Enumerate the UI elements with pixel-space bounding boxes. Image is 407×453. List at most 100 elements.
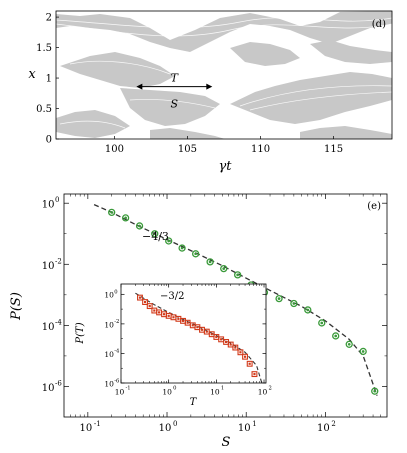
panel-d-x-tick-label: 115 <box>324 144 343 155</box>
inset-data-point-core <box>234 346 237 349</box>
inset-data-point-core <box>225 340 228 344</box>
panel-e-data-point <box>206 258 214 266</box>
inset-y-tick-base: 10 <box>104 350 114 359</box>
panel-d-y-axis-label: x <box>28 67 36 82</box>
inset-data-point <box>137 294 143 301</box>
inset-data-point-core <box>220 338 223 341</box>
inset-x-tick-base: 10 <box>210 388 220 397</box>
panel-e-data-point <box>151 230 159 238</box>
region-mid-right <box>310 40 392 64</box>
inset-data-point-core <box>153 309 156 312</box>
panel-e-y-axis-label: P(S) <box>9 292 24 321</box>
panel-d-y-ticks: 0 0.5 1 1.5 2 <box>36 13 59 146</box>
panel-d-frame <box>55 10 393 140</box>
panel-e-data-point-core <box>153 232 157 236</box>
inset-data-point-core <box>138 296 142 299</box>
inset-data-point-core <box>196 326 199 329</box>
inset-x-ticks: 10 -1 10 0 10 1 10 2 <box>115 284 272 397</box>
panel-e-data-point-core <box>180 246 184 250</box>
panel-e-data-point <box>178 244 186 252</box>
panel-e-data-point-core <box>347 342 351 346</box>
inset-data-point-core <box>229 343 232 346</box>
panel-d-x-tick-label: 110 <box>251 144 270 155</box>
panel-e-y-tick-base: 10 <box>42 322 55 333</box>
panel-e-data-points <box>108 208 379 395</box>
inset-data-point-core <box>215 335 218 339</box>
panel-e-data-point-core <box>292 302 296 305</box>
panel-e-x-ticks: 10 -1 10 0 10 1 10 2 <box>70 194 381 434</box>
inset-y-tick-exp: -4 <box>114 349 120 355</box>
region-lower-left <box>56 110 130 138</box>
inset-frame <box>120 283 267 384</box>
inset-data-point-core <box>172 316 175 319</box>
panel-d-x-ticks: 100 105 110 115 <box>105 136 343 155</box>
inset-data-point-core <box>144 300 147 304</box>
panel-e-data-point-core <box>306 308 310 312</box>
inset-fit-line <box>135 292 263 384</box>
panel-d-x-tick-label: 100 <box>105 144 124 155</box>
inset-y-tick-base: 10 <box>104 320 114 329</box>
inset-x-tick-exp: 1 <box>221 386 224 392</box>
inset-x-tick-exp: 0 <box>173 386 176 392</box>
panel-e-data-point <box>304 306 312 314</box>
panel-e-y-tick-exp: -2 <box>55 257 62 265</box>
panel-e-data-point-core <box>110 211 114 214</box>
inset-data-point-core <box>200 328 204 331</box>
inset-data-point-core <box>186 321 189 324</box>
panel-e-data-point <box>290 299 298 308</box>
panel-e-x-tick-base: 10 <box>317 423 330 434</box>
inset-data-point <box>242 353 249 360</box>
inset-data-point-core <box>243 355 247 358</box>
panel-e-data-point <box>220 264 228 273</box>
panel-e-data-point <box>108 208 116 217</box>
panel-e-data-point-core <box>334 334 338 338</box>
duration-arrow <box>136 83 213 90</box>
arrow-head-right <box>206 83 213 90</box>
panel-d-y-tick-label: 0 <box>46 135 52 146</box>
inset-data-point-core <box>181 319 185 322</box>
inset-data-point-core <box>158 311 161 314</box>
inset-data-points <box>137 294 258 378</box>
panel-e-data-point-core <box>277 297 281 300</box>
annotation-S: S <box>171 98 179 111</box>
inset-data-point-core <box>177 317 180 320</box>
inset-data-point-core <box>239 351 242 354</box>
panel-e-fit-line <box>93 204 378 396</box>
inset-data-point-core <box>167 314 170 317</box>
panel-e-data-point-core <box>236 273 240 277</box>
inset-x-tick-exp: 2 <box>269 386 272 392</box>
panel-e-x-axis-label: S <box>222 435 231 450</box>
panel-e-x-tick-base: 10 <box>238 423 251 434</box>
inset-data-point-core <box>248 362 251 365</box>
inset-data-point-core <box>210 333 213 336</box>
panel-e-data-point <box>234 271 242 279</box>
inset-data-point <box>251 371 258 378</box>
panel-e-data-point <box>318 319 326 327</box>
panel-e-y-tick-base: 10 <box>42 261 55 272</box>
panel-d-y-tick-label: 1 <box>46 74 52 85</box>
panel-e-data-point-core <box>194 252 198 256</box>
panel-e-label: (e) <box>367 201 381 212</box>
panel-e-x-tick-base: 10 <box>159 423 172 434</box>
panel-e-data-point-core <box>320 321 324 325</box>
panel-e-y-tick-exp: -4 <box>55 318 62 326</box>
inset-x-axis-label: T <box>190 397 198 408</box>
panel-e-data-point-core <box>361 350 365 353</box>
inset-data-point-core <box>205 330 208 333</box>
inset-data-point-core <box>162 313 166 316</box>
panel-d-x-axis-label: γt <box>219 159 233 174</box>
panel-e-data-point <box>192 250 200 258</box>
inset-x-tick-base: 10 <box>115 388 125 397</box>
panel-d-x-tick-label: 105 <box>178 144 197 155</box>
inset-y-tick-exp: -2 <box>114 319 119 325</box>
panel-e-data-point <box>345 340 353 348</box>
region-lower-right <box>230 72 392 124</box>
panel-e-x-tick-base: 10 <box>79 423 92 434</box>
panel-d-y-tick-label: 0.5 <box>36 104 52 115</box>
panel-e-x-tick-exp: 1 <box>252 420 256 428</box>
panel-e-data-point <box>359 347 367 356</box>
